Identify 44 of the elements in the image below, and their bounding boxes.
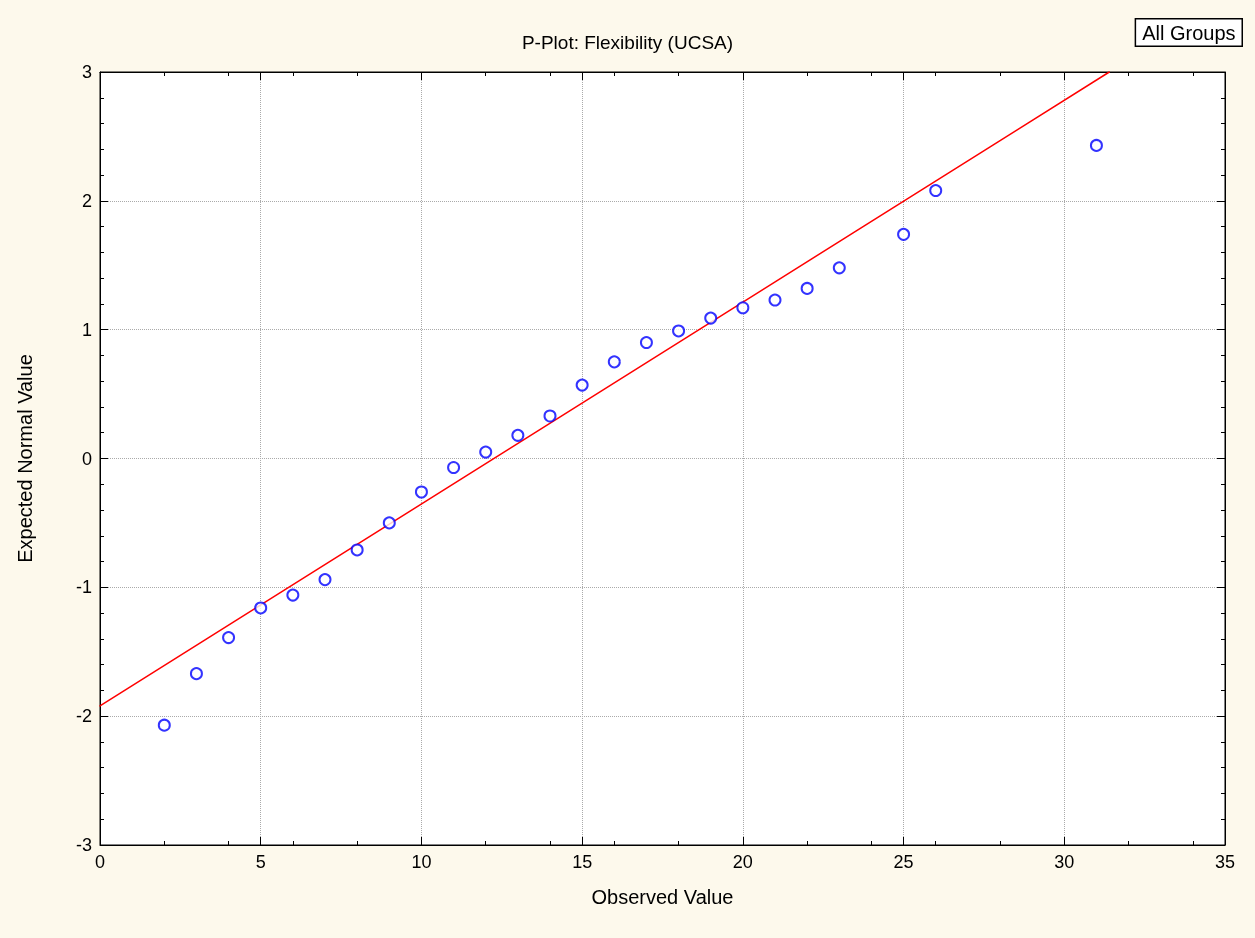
point: [929, 184, 943, 198]
point: [414, 485, 428, 499]
x-tick-label: 0: [94, 852, 106, 872]
x-tick-label: 10: [411, 852, 432, 872]
x-axis-title: Observed Value: [591, 886, 734, 908]
point: [672, 324, 686, 338]
point: [511, 428, 525, 442]
point: [639, 336, 653, 350]
point: [286, 588, 300, 602]
point: [832, 261, 846, 275]
point: [350, 543, 364, 557]
y-axis-title: Expected Normal Value: [14, 354, 36, 563]
point: [768, 293, 782, 307]
x-tick-label: 25: [893, 852, 914, 872]
point: [382, 516, 396, 530]
chart-title: P-Plot: Flexibility (UCSA): [521, 32, 734, 53]
text: All Groups: [1142, 21, 1236, 44]
y-tick-label: 2: [81, 190, 92, 211]
y-tick-label: -3: [75, 835, 92, 855]
x-tick-label: 20: [732, 852, 753, 872]
y-tick-label: 0: [81, 448, 92, 469]
point: [897, 227, 911, 241]
point: [157, 718, 171, 732]
y-tick-label: -1: [75, 577, 92, 598]
x-tick-label: 30: [1054, 852, 1075, 872]
point: [254, 601, 268, 615]
point: [479, 445, 493, 459]
x-tick-label: 15: [572, 852, 593, 872]
x-tick-label: 5: [255, 852, 266, 872]
y-tick-label: 3: [81, 62, 92, 82]
point: [736, 301, 750, 315]
y-tick-label: -2: [75, 706, 92, 727]
point: [575, 378, 589, 392]
x-tick-label: 35: [1214, 852, 1236, 872]
point: [800, 281, 814, 295]
point: [318, 573, 332, 587]
point: [447, 461, 461, 475]
point: [543, 409, 557, 423]
point: [704, 311, 718, 325]
point: [222, 631, 236, 645]
point: [1089, 138, 1103, 152]
y-tick-label: 1: [81, 319, 92, 340]
point: [607, 355, 621, 369]
point: [189, 667, 203, 681]
